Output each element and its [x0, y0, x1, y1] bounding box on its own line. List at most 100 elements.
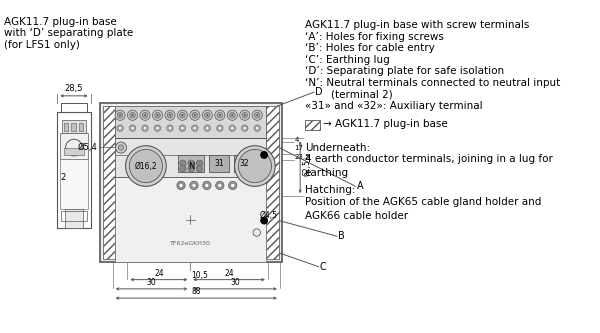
Circle shape — [192, 113, 197, 118]
Text: ‘C’: Earthing lug: ‘C’: Earthing lug — [305, 55, 389, 65]
Circle shape — [142, 113, 148, 118]
Circle shape — [215, 110, 225, 120]
Circle shape — [202, 110, 212, 120]
Circle shape — [229, 181, 237, 189]
Circle shape — [242, 113, 248, 118]
Circle shape — [230, 113, 235, 118]
Text: 24: 24 — [224, 269, 234, 278]
Circle shape — [118, 145, 124, 150]
Circle shape — [140, 110, 150, 120]
Text: (for LFS1 only): (for LFS1 only) — [4, 40, 80, 50]
Circle shape — [217, 113, 223, 118]
Text: → AGK11.7 plug-in base: → AGK11.7 plug-in base — [323, 120, 448, 130]
Circle shape — [229, 125, 236, 132]
Circle shape — [131, 127, 134, 130]
Text: 4: 4 — [295, 137, 299, 143]
Circle shape — [132, 115, 133, 116]
Circle shape — [165, 110, 175, 120]
Circle shape — [193, 127, 197, 130]
Circle shape — [155, 113, 160, 118]
Circle shape — [218, 127, 221, 130]
Circle shape — [215, 181, 224, 189]
Bar — [60, 133, 88, 159]
Circle shape — [156, 127, 159, 130]
Circle shape — [242, 125, 248, 132]
Bar — [64, 148, 84, 155]
Circle shape — [179, 160, 186, 166]
Circle shape — [115, 110, 125, 120]
Circle shape — [142, 125, 148, 132]
Text: 62,5: 62,5 — [302, 159, 311, 175]
Bar — [209, 155, 229, 171]
Circle shape — [188, 166, 194, 172]
Text: N: N — [188, 162, 194, 170]
Circle shape — [177, 181, 185, 189]
Circle shape — [188, 160, 194, 166]
Circle shape — [256, 127, 259, 130]
Text: ‘B’: Holes for cable entry: ‘B’: Holes for cable entry — [305, 43, 434, 53]
Text: C: C — [320, 262, 326, 272]
Circle shape — [179, 113, 185, 118]
Circle shape — [204, 125, 211, 132]
Circle shape — [181, 127, 184, 130]
Circle shape — [218, 183, 222, 187]
Circle shape — [144, 115, 146, 116]
Circle shape — [203, 181, 211, 189]
Text: AGK11.7 plug-in base with screw terminals: AGK11.7 plug-in base with screw terminal… — [305, 20, 529, 30]
Bar — [61, 103, 87, 113]
Circle shape — [143, 127, 146, 130]
Bar — [100, 103, 281, 262]
Text: Ø4,5: Ø4,5 — [260, 210, 278, 219]
Circle shape — [117, 113, 123, 118]
Text: Underneath:: Underneath: — [305, 143, 370, 153]
Bar — [115, 106, 266, 138]
Circle shape — [232, 115, 233, 116]
Bar — [233, 155, 254, 171]
Circle shape — [119, 115, 121, 116]
Text: A: A — [356, 181, 363, 191]
Circle shape — [254, 125, 260, 132]
Circle shape — [130, 150, 163, 183]
Text: 30: 30 — [146, 278, 157, 287]
Bar — [266, 106, 279, 259]
Bar — [305, 120, 320, 130]
Circle shape — [243, 127, 247, 130]
Text: (terminal 2): (terminal 2) — [305, 89, 392, 99]
Circle shape — [194, 115, 196, 116]
Circle shape — [206, 127, 209, 130]
Text: Position of the AGK65 cable gland holder and
AGK66 cable holder: Position of the AGK65 cable gland holder… — [305, 196, 541, 220]
Circle shape — [125, 146, 166, 186]
Circle shape — [169, 115, 170, 116]
Circle shape — [206, 115, 208, 116]
Circle shape — [252, 110, 262, 120]
Text: 2: 2 — [60, 172, 65, 181]
Bar — [71, 123, 76, 131]
Text: Ø16,2: Ø16,2 — [134, 162, 157, 170]
Circle shape — [191, 125, 198, 132]
Text: 28,5: 28,5 — [65, 84, 83, 93]
Bar — [65, 209, 83, 228]
Text: Hatching:: Hatching: — [305, 185, 355, 195]
Bar — [115, 138, 266, 194]
Circle shape — [115, 142, 127, 153]
Bar — [57, 113, 91, 228]
Text: 32: 32 — [239, 159, 248, 168]
Text: 31: 31 — [214, 159, 224, 168]
Bar — [79, 123, 83, 131]
Text: 88: 88 — [191, 287, 201, 296]
Circle shape — [196, 160, 203, 166]
Circle shape — [117, 125, 123, 132]
Circle shape — [238, 150, 272, 183]
Circle shape — [196, 166, 203, 172]
Circle shape — [167, 125, 173, 132]
Circle shape — [168, 127, 172, 130]
Circle shape — [190, 110, 200, 120]
Circle shape — [152, 110, 163, 120]
Circle shape — [261, 152, 268, 158]
Circle shape — [205, 183, 209, 187]
Bar — [103, 106, 115, 259]
Bar — [115, 177, 266, 262]
Circle shape — [239, 110, 250, 120]
Text: with ‘D’ separating plate: with ‘D’ separating plate — [4, 28, 133, 38]
Circle shape — [235, 146, 275, 186]
